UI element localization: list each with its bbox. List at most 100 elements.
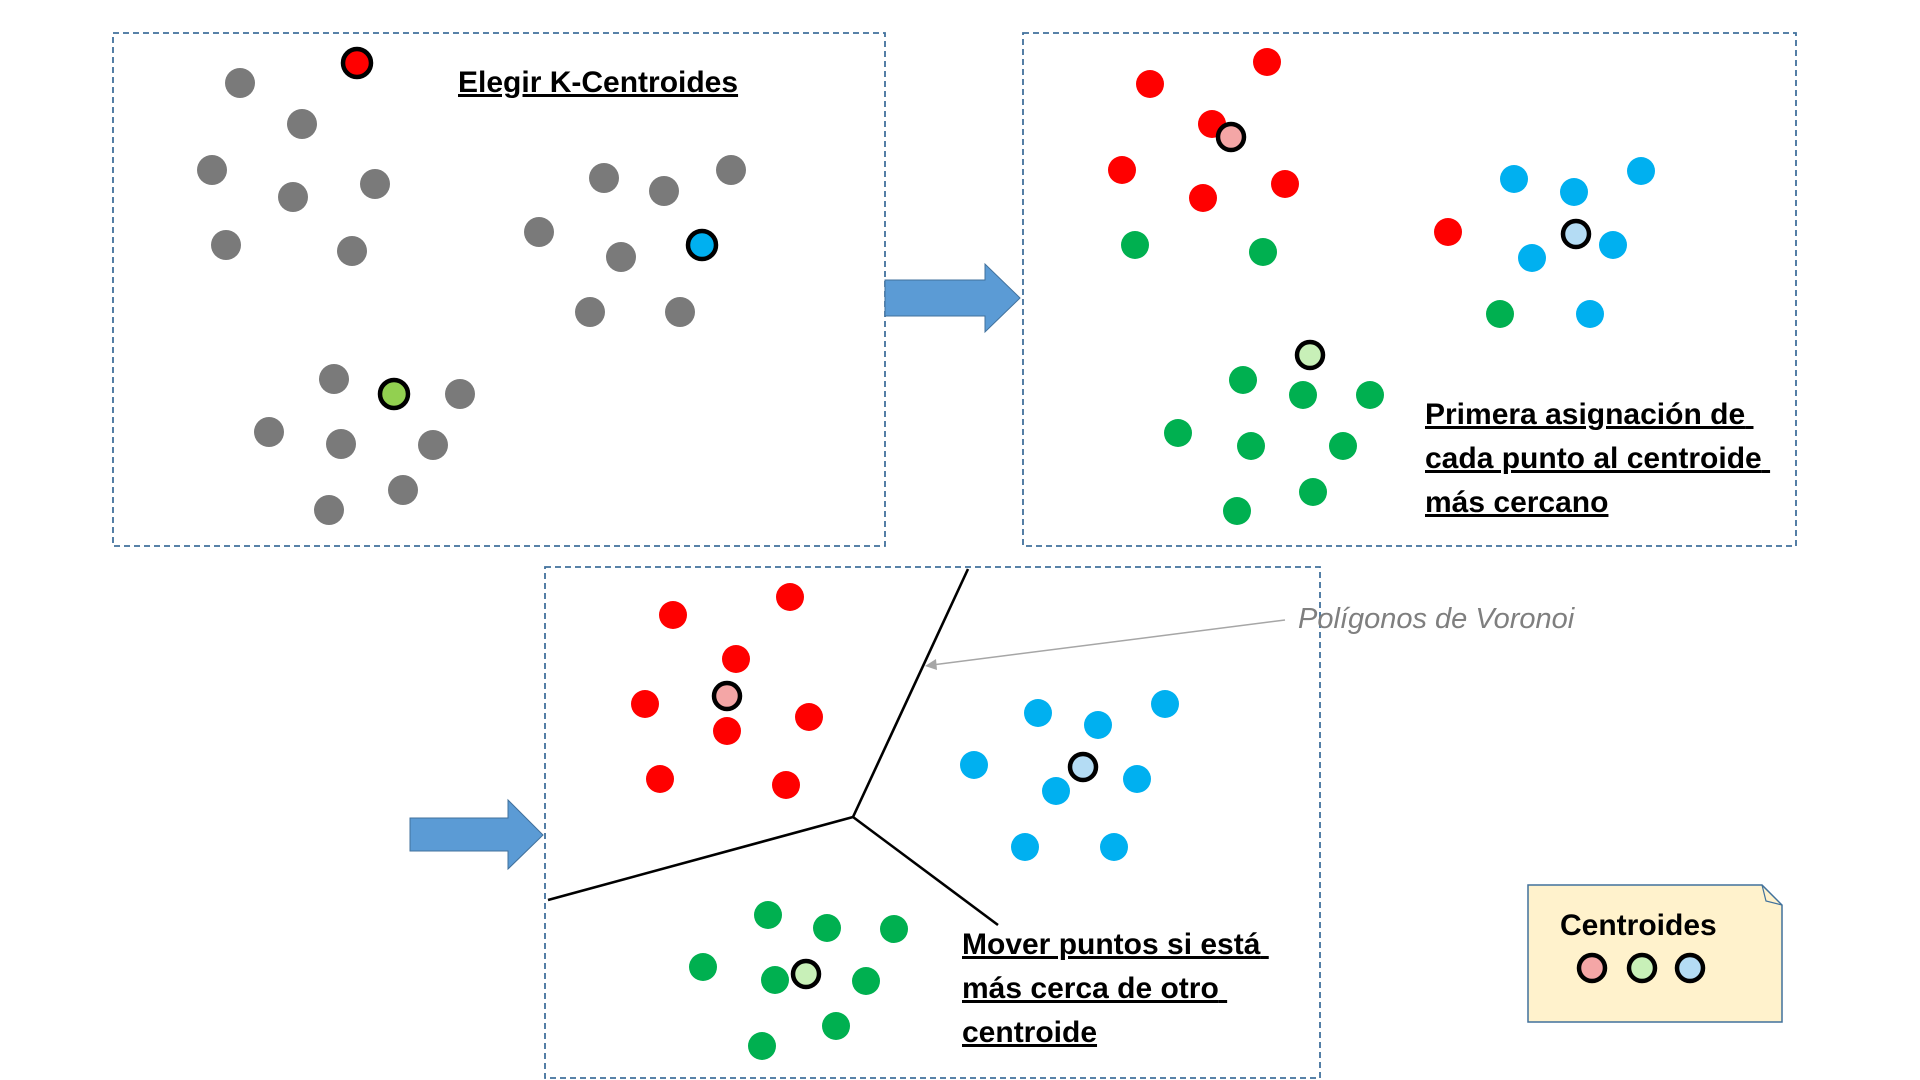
data-point — [1237, 432, 1265, 460]
data-point — [1299, 478, 1327, 506]
data-point — [665, 297, 695, 327]
centroid-blue — [1067, 751, 1099, 783]
panel-caption: Primera asignación de cada punto al cent… — [1425, 398, 1770, 519]
data-point — [1024, 699, 1052, 727]
data-point — [418, 430, 448, 460]
centroid-red — [1215, 121, 1247, 153]
data-point — [795, 703, 823, 731]
data-point — [761, 966, 789, 994]
data-point — [1356, 381, 1384, 409]
caption-line: Primera asignación de — [1425, 398, 1745, 431]
data-point — [278, 182, 308, 212]
legend-centroid-green — [1626, 952, 1658, 984]
data-point — [649, 176, 679, 206]
data-point — [314, 495, 344, 525]
panel-border — [544, 566, 1321, 1079]
centroid-green — [1294, 339, 1326, 371]
red-points — [631, 583, 823, 799]
data-point — [1329, 432, 1357, 460]
legend-centroid-blue — [1674, 952, 1706, 984]
initial-centroid-red — [340, 46, 374, 80]
data-point — [287, 109, 317, 139]
data-point — [776, 583, 804, 611]
blue-points — [960, 690, 1179, 861]
data-point — [1560, 178, 1588, 206]
data-point — [880, 915, 908, 943]
data-point — [1229, 366, 1257, 394]
blue-points — [1500, 157, 1655, 328]
data-point — [1518, 244, 1546, 272]
data-point — [524, 217, 554, 247]
points-group — [197, 68, 746, 525]
caption-line: cada punto al centroide — [1425, 442, 1762, 475]
data-point — [211, 230, 241, 260]
red-points — [1108, 48, 1462, 246]
arrow-right-icon — [884, 262, 1021, 334]
data-point — [360, 169, 390, 199]
data-point — [197, 155, 227, 185]
data-point — [1100, 833, 1128, 861]
caption-line: más cerca de otro — [962, 972, 1219, 1005]
data-point — [225, 68, 255, 98]
data-point — [1253, 48, 1281, 76]
data-point — [1223, 497, 1251, 525]
data-point — [254, 417, 284, 447]
green-points — [1121, 231, 1514, 525]
data-point — [754, 901, 782, 929]
annotation-leader-line — [931, 619, 1286, 666]
data-point — [631, 690, 659, 718]
data-point — [960, 751, 988, 779]
centroid-green — [790, 958, 822, 990]
initial-centroid-green — [377, 377, 411, 411]
data-point — [606, 242, 636, 272]
data-point — [1271, 170, 1299, 198]
data-point — [1108, 156, 1136, 184]
data-point — [326, 429, 356, 459]
panel-first-assignment: Primera asignación de cada punto al cent… — [1022, 32, 1797, 547]
data-point — [1123, 765, 1151, 793]
panel-border — [1022, 32, 1797, 547]
data-point — [713, 717, 741, 745]
voronoi-boundaries — [547, 568, 999, 927]
data-point — [1576, 300, 1604, 328]
data-point — [852, 967, 880, 995]
panel-caption: Mover puntos si está más cerca de otro c… — [962, 928, 1269, 1049]
data-point — [1136, 70, 1164, 98]
data-point — [1164, 419, 1192, 447]
panel-title: Elegir K-Centroides — [458, 66, 738, 99]
panel-border — [112, 32, 886, 547]
data-point — [689, 953, 717, 981]
centroid-blue — [1560, 218, 1592, 250]
voronoi-label: Polígonos de Voronoi — [1298, 603, 1576, 635]
data-point — [1289, 381, 1317, 409]
legend-fold — [1761, 884, 1783, 906]
data-point — [772, 771, 800, 799]
voronoi-annotation: Polígonos de Voronoi — [925, 603, 1576, 670]
data-point — [1121, 231, 1149, 259]
initial-centroid-blue — [685, 228, 719, 262]
annotation-arrowhead-icon — [925, 659, 937, 670]
data-point — [813, 914, 841, 942]
panel-move-points: Mover puntos si está más cerca de otro c… — [544, 566, 1321, 1079]
caption-line: Mover puntos si está — [962, 928, 1261, 961]
data-point — [1434, 218, 1462, 246]
data-point — [748, 1032, 776, 1060]
data-point — [1500, 165, 1528, 193]
green-points — [689, 901, 908, 1060]
voronoi-edge — [851, 568, 970, 818]
data-point — [646, 765, 674, 793]
data-point — [1486, 300, 1514, 328]
legend-box — [1527, 884, 1783, 1023]
data-point — [1084, 711, 1112, 739]
arrow-right-icon — [409, 798, 544, 871]
data-point — [319, 364, 349, 394]
voronoi-edge — [547, 815, 854, 902]
data-point — [1189, 184, 1217, 212]
centroid-red — [711, 680, 743, 712]
legend-title: Centroides — [1560, 909, 1717, 942]
data-point — [1599, 231, 1627, 259]
data-point — [1151, 690, 1179, 718]
data-point — [575, 297, 605, 327]
data-point — [722, 645, 750, 673]
